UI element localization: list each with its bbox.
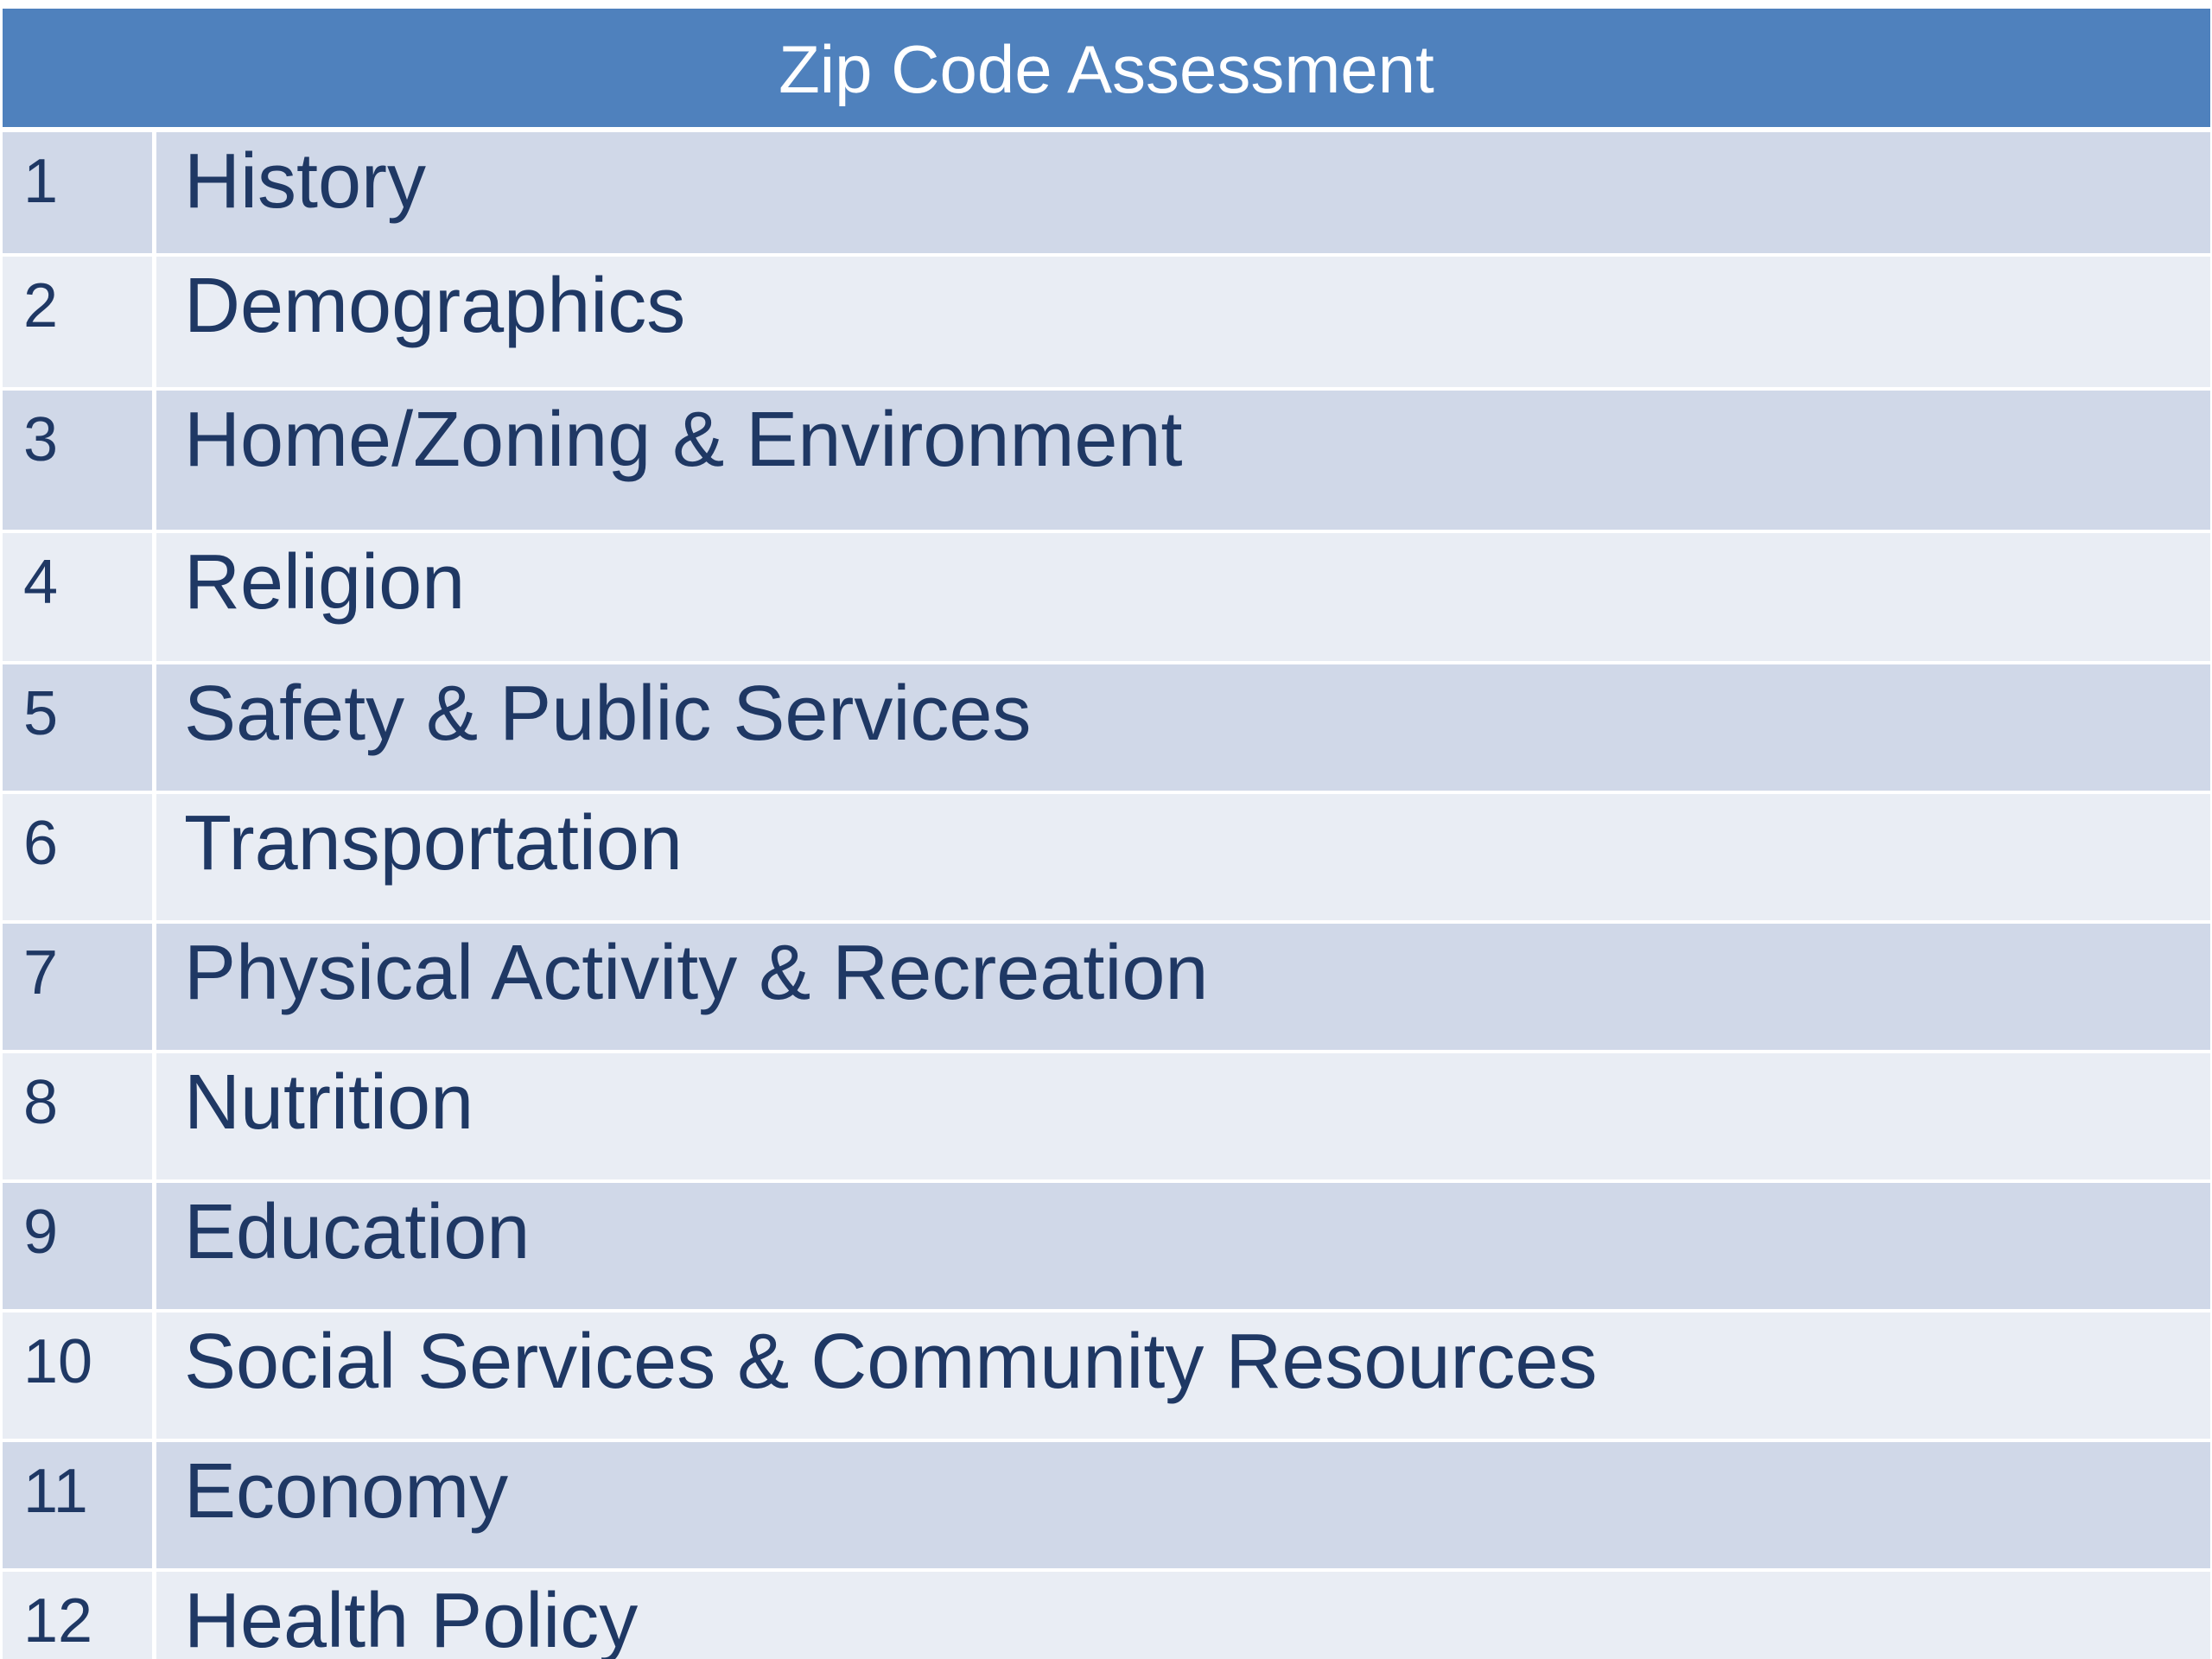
row-label: Nutrition — [184, 1059, 474, 1146]
row-number: 6 — [3, 794, 156, 920]
table-row: 3 Home/Zoning & Environment — [3, 391, 2210, 533]
table-row: 11 Economy — [3, 1442, 2210, 1572]
table-row: 2 Demographics — [3, 257, 2210, 391]
table-row: 8 Nutrition — [3, 1053, 2210, 1183]
row-label: History — [184, 138, 427, 225]
table-row: 9 Education — [3, 1183, 2210, 1313]
row-label: Demographics — [184, 263, 686, 349]
row-label: Physical Activity & Recreation — [184, 930, 1209, 1016]
table-row: 10 Social Services & Community Resources — [3, 1313, 2210, 1442]
row-number: 7 — [3, 924, 156, 1050]
assessment-table: Zip Code Assessment 1 History 2 Demograp… — [3, 9, 2210, 1659]
row-number: 9 — [3, 1183, 156, 1309]
table-row: 4 Religion — [3, 533, 2210, 664]
row-number: 12 — [3, 1572, 156, 1659]
row-number: 5 — [3, 664, 156, 791]
row-number: 3 — [3, 391, 156, 530]
row-label: Social Services & Community Resources — [184, 1319, 1598, 1405]
row-label: Transportation — [184, 800, 683, 887]
row-label: Education — [184, 1189, 531, 1275]
table-title: Zip Code Assessment — [3, 9, 2210, 132]
table-row: 5 Safety & Public Services — [3, 664, 2210, 794]
row-label: Economy — [184, 1448, 509, 1535]
row-number: 4 — [3, 533, 156, 661]
row-number: 10 — [3, 1313, 156, 1439]
table-row: 12 Health Policy — [3, 1572, 2210, 1659]
row-label: Home/Zoning & Environment — [184, 397, 1183, 483]
row-number: 8 — [3, 1053, 156, 1179]
row-label: Safety & Public Services — [184, 671, 1032, 757]
table-row: 7 Physical Activity & Recreation — [3, 924, 2210, 1053]
table-row: 1 History — [3, 132, 2210, 257]
row-label: Health Policy — [184, 1578, 639, 1659]
row-number: 1 — [3, 132, 156, 253]
row-number: 2 — [3, 257, 156, 387]
table-row: 6 Transportation — [3, 794, 2210, 924]
row-label: Religion — [184, 539, 466, 626]
row-number: 11 — [3, 1442, 156, 1568]
